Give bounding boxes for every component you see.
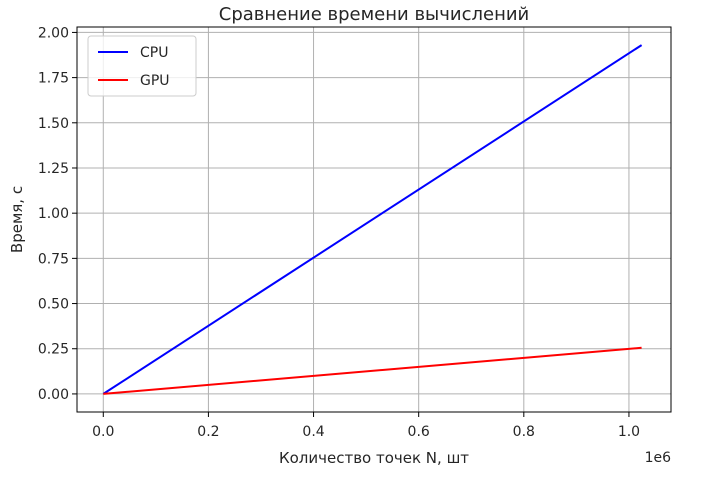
y-tick-label: 0.50	[38, 297, 69, 313]
legend-label-cpu: CPU	[140, 45, 168, 61]
y-tick-label: 0.00	[38, 387, 69, 403]
y-tick-label: 0.75	[38, 251, 69, 267]
series-line-cpu	[102, 44, 643, 395]
x-tick-label: 0.2	[197, 424, 219, 440]
y-tick-label: 1.25	[38, 161, 69, 177]
plot-area-frame	[76, 26, 672, 413]
legend: CPU GPU	[87, 35, 197, 97]
y-tick-label: 0.25	[38, 342, 69, 358]
y-tick-label: 1.75	[38, 71, 69, 87]
series-line-gpu	[103, 346, 642, 395]
chart-title: Сравнение времени вычислений	[219, 4, 529, 25]
y-tick-label: 1.00	[38, 206, 69, 222]
legend-label-gpu: GPU	[140, 73, 170, 89]
x-tick-label: 1.0	[618, 424, 640, 440]
x-axis-offset-label: 1e6	[645, 450, 672, 466]
legend-items: CPU GPU	[98, 45, 170, 89]
plot-series	[102, 44, 643, 395]
x-tick-label: 0.6	[408, 424, 430, 440]
y-axis-ticks: 0.00 0.25 0.50 0.75 1.00 1.25 1.50 1.75 2.00	[38, 25, 77, 403]
grid-lines	[77, 27, 671, 412]
x-tick-label: 0.0	[92, 424, 114, 440]
x-tick-label: 0.8	[513, 424, 535, 440]
y-tick-label: 1.50	[38, 116, 69, 132]
y-axis-label: Время, с	[8, 186, 26, 253]
x-tick-label: 0.4	[302, 424, 324, 440]
x-axis-label: Количество точек N, шт	[279, 449, 469, 467]
y-tick-label: 2.00	[38, 25, 69, 41]
x-axis-ticks: 0.0 0.2 0.4 0.6 0.8 1.0	[92, 412, 640, 440]
